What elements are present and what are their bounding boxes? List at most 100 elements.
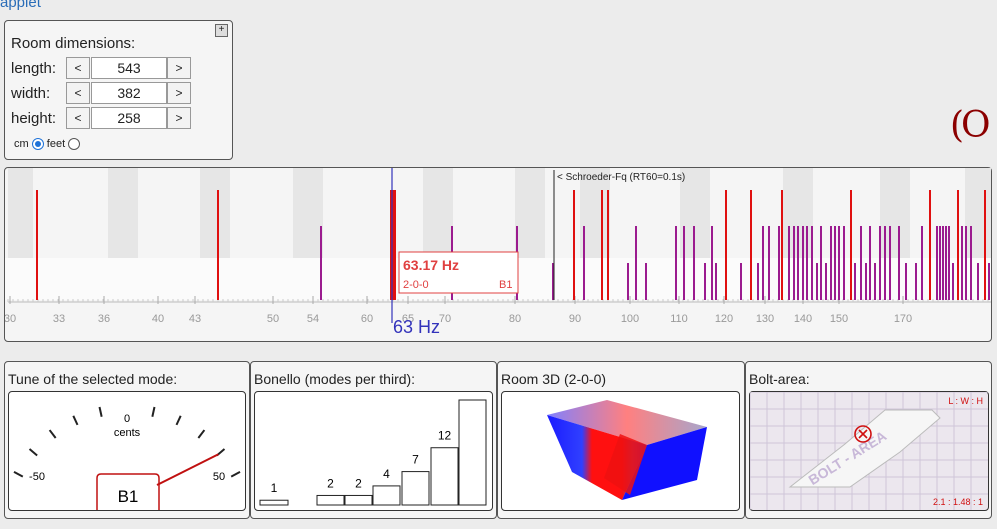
mode-bar: [834, 226, 836, 300]
mode-bar: [939, 226, 941, 300]
bolt-area-panel: Bolt-area: BOLT - AREA L : W : H 2.1 : 1…: [745, 361, 992, 519]
mode-spectrum-chart[interactable]: 30 33 36 40 43 50 54 60 65 70 80 90 100 110 120 130 140 1…: [5, 168, 991, 341]
bonello-bar: [316, 494, 345, 506]
tick-label: 43: [189, 313, 201, 325]
mode-bar: [869, 226, 871, 300]
gauge-needle: [156, 453, 219, 486]
bonello-bar-label: 4: [383, 467, 390, 481]
mode-bar: [781, 190, 783, 300]
mode-bar: [725, 190, 727, 300]
tick-label: 50: [267, 313, 279, 325]
height-input[interactable]: 258: [91, 107, 167, 129]
mode-bar: [788, 226, 790, 300]
room3d-view[interactable]: [501, 391, 740, 511]
mode-bar: [948, 226, 950, 300]
mode-bar: [217, 190, 219, 300]
mode-bar: [802, 226, 804, 300]
height-increase-button[interactable]: >: [167, 107, 191, 129]
room3d-panel: Room 3D (2-0-0): [497, 361, 745, 519]
piano-stripe: [423, 168, 453, 258]
length-decrease-button[interactable]: <: [66, 57, 90, 79]
mode-bar: [757, 263, 759, 300]
mode-bar: [915, 263, 917, 300]
mode-bar: [884, 226, 886, 300]
mode-bar: [627, 263, 629, 300]
mode-bar: [936, 226, 938, 300]
mode-bar: [898, 226, 900, 300]
gauge-tick: [98, 406, 103, 417]
unit-feet-label: feet: [46, 138, 66, 150]
width-label: width:: [11, 85, 51, 102]
mode-bar: [793, 226, 795, 300]
gauge-tick: [175, 415, 182, 426]
ratio-value: 2.1 : 1.48 : 1: [933, 497, 983, 507]
mode-bar: [768, 226, 770, 300]
mode-bar: [704, 263, 706, 300]
bolt-area-shape: [788, 409, 941, 488]
expand-icon[interactable]: +: [215, 24, 228, 37]
tick-label: 110: [670, 313, 688, 325]
mode-bar: [778, 226, 780, 300]
unit-cm-radio[interactable]: [31, 138, 44, 151]
applet-link[interactable]: applet: [0, 0, 41, 11]
length-input[interactable]: 543: [91, 57, 167, 79]
schroeder-label: < Schroeder-Fq (RT60=0.1s): [557, 172, 685, 183]
tick-label: 90: [569, 313, 581, 325]
mode-bar: [740, 263, 742, 300]
tune-title: Tune of the selected mode:: [8, 371, 178, 387]
bonello-bar: [344, 494, 373, 506]
mode-bar: [977, 263, 979, 300]
mode-bar: [957, 190, 959, 300]
tooltip-band: B1: [499, 279, 512, 291]
gauge-tick: [48, 429, 57, 439]
bolt-area-chart[interactable]: BOLT - AREA L : W : H 2.1 : 1.48 : 1: [749, 391, 989, 511]
mode-bar: [889, 226, 891, 300]
unit-cm-label: cm: [14, 138, 29, 150]
tune-gauge-box: 0 cents -50 50 B1: [8, 391, 246, 511]
bonello-bar: [259, 499, 289, 506]
mode-bar: [874, 263, 876, 300]
bonello-bar-label: 2: [355, 476, 362, 490]
height-row: height: < 258 >: [11, 107, 191, 129]
mode-bar: [879, 226, 881, 300]
bonello-bar-label: 1: [271, 481, 278, 495]
length-increase-button[interactable]: >: [167, 57, 191, 79]
tick-label: 65: [402, 313, 414, 325]
cube-side-face: [622, 427, 707, 500]
tick-label: 33: [53, 313, 65, 325]
gauge-tick: [72, 415, 79, 426]
piano-stripe: [515, 168, 545, 258]
tune-zero-label: 0: [124, 413, 130, 425]
mode-bar: [635, 226, 637, 300]
selected-frequency-label: 63 Hz: [393, 317, 441, 337]
room3d-cube: [547, 400, 707, 500]
room-ratio-marker-cross: [858, 429, 868, 439]
width-decrease-button[interactable]: <: [66, 82, 90, 104]
mode-bar: [965, 226, 967, 300]
bonello-chart: 122471222: [259, 381, 487, 506]
width-increase-button[interactable]: >: [167, 82, 191, 104]
mode-bar: [921, 226, 923, 300]
mode-bar: [693, 226, 695, 300]
tick-label: 80: [509, 313, 521, 325]
unit-feet-radio[interactable]: [68, 138, 81, 151]
mode-bar: [573, 190, 575, 300]
gauge-tick: [151, 406, 156, 417]
tune-band-box: [96, 473, 160, 510]
height-decrease-button[interactable]: <: [66, 107, 90, 129]
mode-bar: [942, 226, 944, 300]
room-dimensions-panel: + Room dimensions: length: < 543 > width…: [4, 20, 233, 160]
mode-bar: [645, 263, 647, 300]
mode-bar: [970, 226, 972, 300]
width-row: width: < 382 >: [11, 82, 191, 104]
tick-label: 40: [152, 313, 164, 325]
tune-unit-label: cents: [114, 427, 141, 439]
bolt-area-grid: BOLT - AREA L : W : H 2.1 : 1.48 : 1: [749, 391, 988, 510]
mode-bar: [988, 263, 990, 300]
gauge-tick: [197, 429, 206, 439]
piano-stripe: [965, 168, 991, 258]
width-input[interactable]: 382: [91, 82, 167, 104]
tick-label: 30: [5, 313, 16, 325]
tooltip-frequency: 63.17 Hz: [403, 257, 459, 273]
mode-bar: [36, 190, 38, 300]
